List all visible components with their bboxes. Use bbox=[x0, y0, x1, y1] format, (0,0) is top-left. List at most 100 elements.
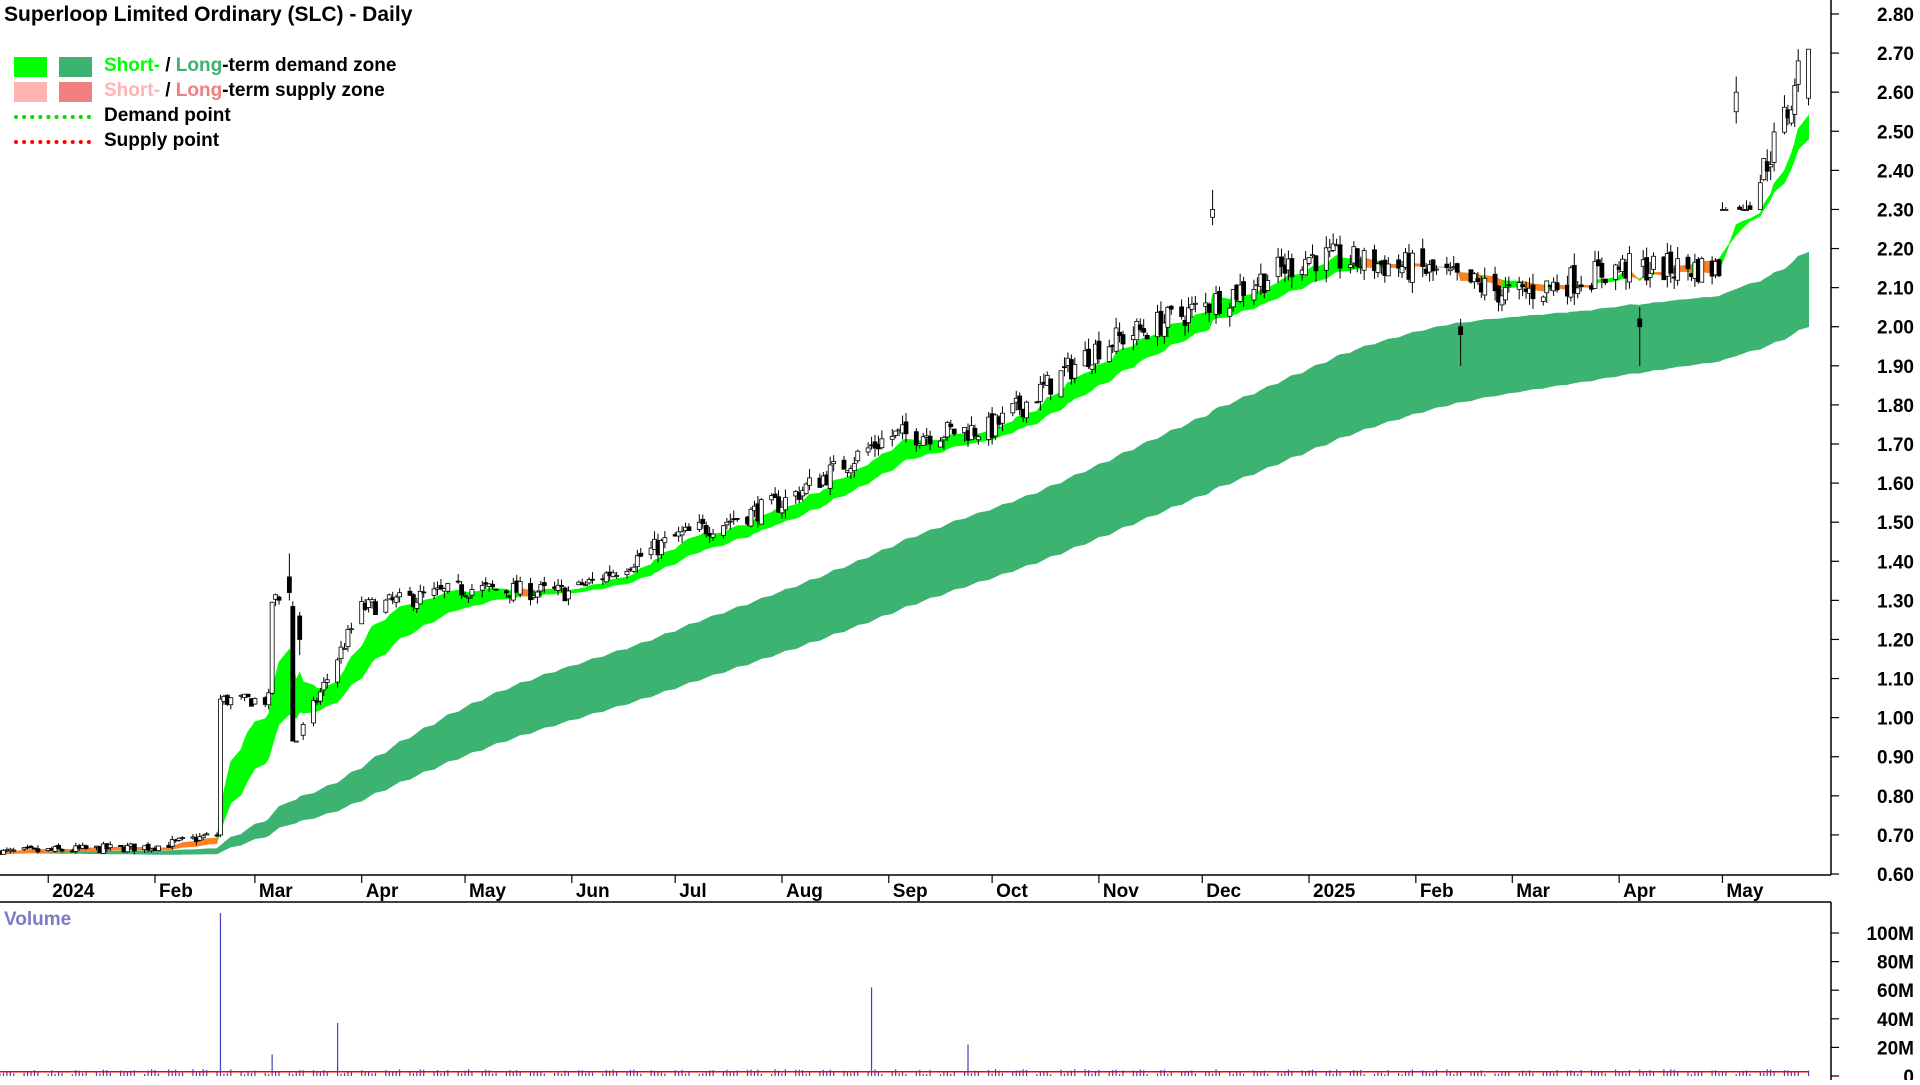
price-tick-label: 2.20 bbox=[1877, 240, 1914, 261]
candle-body bbox=[1049, 379, 1053, 394]
candle-body bbox=[615, 576, 619, 577]
candle-body bbox=[1541, 297, 1545, 302]
candle-body bbox=[625, 571, 629, 574]
candle-body bbox=[1000, 413, 1004, 423]
candle-body bbox=[1097, 341, 1101, 359]
volume-tick-label: 100M bbox=[1866, 924, 1914, 945]
short-term-supply-zone bbox=[207, 838, 217, 844]
candle-body bbox=[976, 437, 980, 440]
candle-body bbox=[635, 556, 639, 567]
candle-body bbox=[952, 429, 956, 434]
legend-demand-rest: -term demand zone bbox=[222, 55, 396, 76]
volume-label: Volume bbox=[4, 909, 71, 931]
candle-body bbox=[680, 532, 684, 535]
chart-title: Superloop Limited Ordinary (SLC) - Daily bbox=[4, 3, 412, 27]
price-tick-label: 1.70 bbox=[1877, 435, 1914, 456]
candle-body bbox=[60, 849, 64, 851]
candle-body bbox=[1348, 265, 1352, 268]
price-tick-label: 1.60 bbox=[1877, 474, 1914, 495]
candle-body bbox=[1717, 260, 1721, 276]
candle-body bbox=[1290, 259, 1294, 277]
candle-body bbox=[1073, 364, 1077, 378]
price-ticks: 2.802.702.602.502.402.302.202.102.001.90… bbox=[1831, 5, 1914, 886]
time-tick-label: May bbox=[469, 881, 506, 902]
long-supply-swatch bbox=[59, 82, 92, 102]
candle-body bbox=[1676, 259, 1680, 281]
candle-body bbox=[1686, 257, 1690, 268]
candle-body bbox=[1445, 264, 1449, 268]
candle-body bbox=[1603, 279, 1607, 283]
candle-body bbox=[808, 478, 812, 485]
candle-body bbox=[1758, 183, 1762, 210]
candle-body bbox=[1166, 307, 1170, 327]
candle-body bbox=[921, 437, 925, 446]
candle-body bbox=[1669, 252, 1673, 273]
time-tick-label: 2024 bbox=[52, 881, 95, 902]
candle-body bbox=[1555, 283, 1559, 290]
candle-body bbox=[1038, 384, 1042, 401]
candle-body bbox=[1145, 335, 1149, 339]
price-tick-label: 1.50 bbox=[1877, 513, 1914, 534]
candle-body bbox=[494, 589, 498, 590]
candle-body bbox=[156, 846, 160, 851]
price-tick-label: 2.70 bbox=[1877, 44, 1914, 65]
candle-body bbox=[460, 585, 464, 595]
candle-body bbox=[1531, 285, 1535, 299]
candle-body bbox=[1252, 289, 1256, 300]
zones-layer bbox=[0, 116, 1809, 855]
candle-body bbox=[1035, 402, 1039, 403]
candle-body bbox=[398, 593, 402, 597]
candle-body bbox=[422, 592, 426, 593]
candle-body bbox=[711, 534, 715, 537]
candle-body bbox=[1062, 367, 1066, 368]
candle-body bbox=[349, 629, 353, 630]
price-tick-label: 0.60 bbox=[1877, 865, 1914, 886]
short-term-supply-zone bbox=[7, 851, 10, 853]
candle-body bbox=[1180, 307, 1184, 317]
price-tick-label: 1.00 bbox=[1877, 709, 1914, 730]
legend-supply-text: Short- / Long-term supply zone bbox=[104, 80, 385, 102]
candle-body bbox=[1503, 287, 1507, 299]
candle-body bbox=[856, 451, 860, 461]
candle-body bbox=[1459, 327, 1463, 335]
price-tick-label: 0.80 bbox=[1877, 787, 1914, 808]
candle-body bbox=[1217, 291, 1221, 313]
candle-body bbox=[1142, 329, 1146, 333]
candle-body bbox=[1121, 335, 1125, 344]
candle-body bbox=[866, 448, 870, 452]
candle-body bbox=[1386, 264, 1390, 276]
candle-body bbox=[1769, 165, 1773, 167]
volume-tick-label: 20M bbox=[1877, 1038, 1914, 1059]
price-tick-label: 1.30 bbox=[1877, 591, 1914, 612]
candle-body bbox=[1376, 264, 1380, 273]
candle-body bbox=[29, 846, 33, 847]
candle-body bbox=[1211, 209, 1215, 217]
candle-body bbox=[1314, 256, 1318, 271]
candle-body bbox=[914, 432, 918, 445]
price-tick-label: 0.70 bbox=[1877, 826, 1914, 847]
candle-body bbox=[253, 699, 257, 705]
time-tick-label: Apr bbox=[1623, 881, 1656, 902]
price-tick-label: 2.40 bbox=[1877, 161, 1914, 182]
candle-body bbox=[1193, 303, 1197, 304]
short-supply-swatch bbox=[14, 82, 47, 102]
legend-supply-rest: -term supply zone bbox=[222, 80, 385, 101]
candle-body bbox=[704, 525, 708, 533]
short-term-supply-zone bbox=[1526, 282, 1529, 287]
candle-body bbox=[1772, 132, 1776, 162]
candle-body bbox=[1190, 304, 1194, 309]
price-tick-label: 1.80 bbox=[1877, 396, 1914, 417]
candle-body bbox=[542, 583, 546, 586]
candle-body bbox=[57, 845, 61, 848]
candle-body bbox=[181, 838, 185, 839]
candle-body bbox=[725, 522, 729, 525]
candle-body bbox=[1627, 254, 1631, 282]
candle-body bbox=[1207, 304, 1211, 312]
candle-body bbox=[832, 462, 836, 464]
volume-tick-label: 0 bbox=[1903, 1067, 1914, 1080]
candle-body bbox=[318, 692, 322, 701]
candle-body bbox=[1059, 371, 1063, 397]
candle-body bbox=[84, 846, 88, 849]
legend-supply-sep: / bbox=[160, 80, 176, 101]
